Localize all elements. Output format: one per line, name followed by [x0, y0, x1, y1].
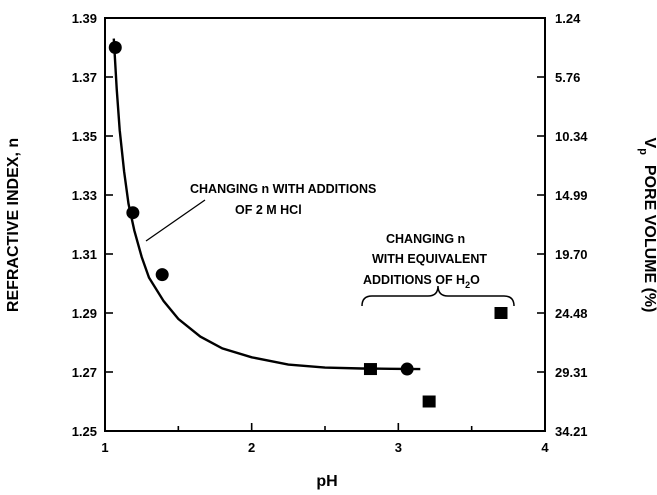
- y2-tick-label: 29.31: [555, 365, 588, 380]
- x-tick-label: 4: [541, 440, 549, 455]
- y-tick-label: 1.31: [72, 247, 97, 262]
- data-point-h2o: [494, 307, 508, 319]
- y2-axis-title-rest: PORE VOLUME (%): [641, 165, 657, 313]
- y2-tick-label: 10.34: [555, 129, 588, 144]
- y-tick-label: 1.25: [72, 424, 97, 439]
- y-axis-right: 34.21 29.31 24.48 19.70 14.99 10.34 5.76 1.24: [537, 11, 588, 439]
- x-tick-label: 1: [101, 440, 108, 455]
- data-points: [108, 41, 508, 408]
- y-axis-left: 1.25 1.27 1.29 1.31 1.33 1.35 1.37 1.39: [72, 11, 113, 439]
- annotation-h2o-line3-end: O: [470, 273, 480, 287]
- annotation-hcl-line2: OF 2 M HCl: [235, 203, 302, 217]
- fit-curve: [112, 38, 421, 371]
- x-axis: 1 2 3 4: [101, 423, 549, 455]
- y2-tick-label: 5.76: [555, 70, 580, 85]
- annotation-h2o-line3-main: ADDITIONS OF H: [363, 273, 465, 287]
- x-axis-title: pH: [316, 473, 337, 490]
- y2-tick-label: 19.70: [555, 247, 588, 262]
- y-tick-label: 1.29: [72, 306, 97, 321]
- data-point-h2o: [363, 363, 377, 376]
- annotation-h2o-line2: WITH EQUIVALENT: [372, 252, 487, 266]
- y2-tick-label: 24.48: [555, 306, 588, 321]
- annotation-h2o-line3-sub: 2: [465, 280, 470, 290]
- y-tick-label: 1.35: [72, 129, 97, 144]
- y-tick-label: 1.37: [72, 70, 97, 85]
- y2-axis-title-sub: p: [637, 148, 649, 155]
- data-point-hcl: [126, 206, 140, 220]
- y2-axis-title-main: V: [641, 138, 657, 149]
- x-tick-label: 2: [248, 440, 255, 455]
- data-point-hcl: [400, 362, 414, 376]
- plot-frame: [104, 17, 546, 432]
- y-tick-label: 1.33: [72, 188, 97, 203]
- y-tick-label: 1.39: [72, 11, 97, 26]
- y-tick-label: 1.27: [72, 365, 97, 380]
- y2-tick-label: 14.99: [555, 188, 588, 203]
- data-point-hcl: [155, 268, 169, 282]
- annotation-h2o-brace: [361, 285, 515, 307]
- data-point-h2o: [422, 395, 436, 408]
- annotation-h2o-line3: ADDITIONS OF H2O: [363, 273, 480, 290]
- x-tick-label: 3: [395, 440, 402, 455]
- y2-axis-title: Vp PORE VOLUME (%): [637, 138, 657, 313]
- annotation-hcl-arrow: [145, 199, 206, 242]
- annotation-h2o-line1: CHANGING n: [386, 232, 465, 246]
- y2-tick-label: 1.24: [555, 11, 581, 26]
- y2-tick-label: 34.21: [555, 424, 588, 439]
- y-axis-title: REFRACTIVE INDEX, n: [5, 138, 22, 312]
- annotation-hcl-line1: CHANGING n WITH ADDITIONS: [190, 182, 376, 196]
- data-point-hcl: [108, 41, 122, 54]
